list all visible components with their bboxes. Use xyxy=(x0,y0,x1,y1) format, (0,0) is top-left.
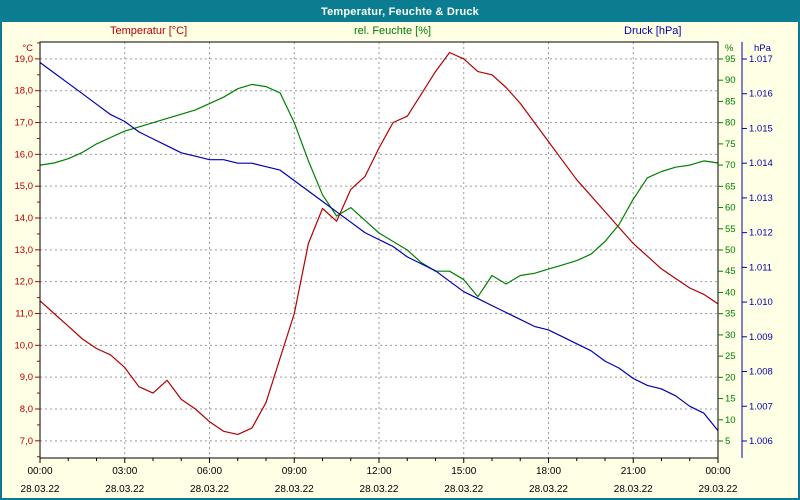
svg-text:12,0: 12,0 xyxy=(15,277,34,288)
svg-text:28.03.22: 28.03.22 xyxy=(614,484,653,495)
svg-text:11,0: 11,0 xyxy=(15,308,33,319)
svg-text:15,0: 15,0 xyxy=(15,181,34,192)
window-titlebar: Temperatur, Feuchte & Druck xyxy=(2,2,798,22)
svg-text:1.017: 1.017 xyxy=(749,54,773,65)
svg-text:18,0: 18,0 xyxy=(15,86,34,97)
svg-text:60: 60 xyxy=(725,203,736,214)
svg-text:28.03.22: 28.03.22 xyxy=(190,484,229,495)
svg-text:25: 25 xyxy=(725,351,736,362)
svg-text:29.03.22: 29.03.22 xyxy=(699,484,738,495)
window-title: Temperatur, Feuchte & Druck xyxy=(320,6,479,18)
svg-text:28.03.22: 28.03.22 xyxy=(275,484,314,495)
svg-text:12:00: 12:00 xyxy=(366,466,391,477)
svg-text:18:00: 18:00 xyxy=(536,466,561,477)
svg-text:80: 80 xyxy=(725,118,736,129)
svg-text:20: 20 xyxy=(725,372,736,383)
legend-humidity-label: rel. Feuchte [%] xyxy=(354,25,432,37)
svg-text:09:00: 09:00 xyxy=(282,466,307,477)
svg-text:28.03.22: 28.03.22 xyxy=(21,484,60,495)
svg-text:1.014: 1.014 xyxy=(749,158,773,169)
svg-text:17,0: 17,0 xyxy=(15,118,34,129)
svg-text:5: 5 xyxy=(725,436,730,447)
svg-text:55: 55 xyxy=(725,224,736,235)
svg-text:00:00: 00:00 xyxy=(705,466,730,477)
svg-text:1.011: 1.011 xyxy=(749,262,772,273)
svg-text:95: 95 xyxy=(725,54,736,65)
svg-text:00:00: 00:00 xyxy=(27,466,52,477)
svg-text:16,0: 16,0 xyxy=(15,149,34,160)
svg-text:50: 50 xyxy=(725,245,736,256)
svg-text:45: 45 xyxy=(725,266,736,277)
svg-text:90: 90 xyxy=(725,75,736,86)
svg-text:hPa: hPa xyxy=(754,43,772,54)
svg-text:15: 15 xyxy=(725,394,736,405)
svg-text:1.007: 1.007 xyxy=(749,401,773,412)
svg-text:1.006: 1.006 xyxy=(749,436,773,447)
svg-text:75: 75 xyxy=(725,139,736,150)
svg-text:1.013: 1.013 xyxy=(749,193,773,204)
svg-text:15:00: 15:00 xyxy=(451,466,476,477)
svg-text:03:00: 03:00 xyxy=(112,466,137,477)
svg-text:14,0: 14,0 xyxy=(15,213,34,224)
svg-text:06:00: 06:00 xyxy=(197,466,222,477)
legend-temperature-label: Temperatur [°C] xyxy=(110,25,188,37)
svg-text:21:00: 21:00 xyxy=(621,466,646,477)
chart-legend: Temperatur [°C] rel. Feuchte [%] Druck [… xyxy=(2,25,798,40)
chart-plot: 19,0 18,0 17,0 16,0 15,0 14,0 13,0 12,0 11,0 10,0… xyxy=(15,41,773,495)
svg-text:1.015: 1.015 xyxy=(749,123,773,134)
svg-text:19,0: 19,0 xyxy=(15,54,34,65)
svg-text:70: 70 xyxy=(725,160,736,171)
svg-text:1.008: 1.008 xyxy=(749,367,773,378)
svg-text:35: 35 xyxy=(725,309,736,320)
svg-text:9,0: 9,0 xyxy=(20,372,33,383)
svg-text:28.03.22: 28.03.22 xyxy=(529,484,568,495)
svg-text:°C: °C xyxy=(22,43,33,54)
svg-text:28.03.22: 28.03.22 xyxy=(105,484,144,495)
svg-text:1.012: 1.012 xyxy=(749,228,773,239)
svg-text:1.016: 1.016 xyxy=(749,89,773,100)
svg-text:10: 10 xyxy=(725,415,736,426)
svg-text:30: 30 xyxy=(725,330,736,341)
svg-text:13,0: 13,0 xyxy=(15,245,34,256)
svg-text:28.03.22: 28.03.22 xyxy=(360,484,399,495)
svg-text:8,0: 8,0 xyxy=(20,404,33,415)
legend-pressure-label: Druck [hPa] xyxy=(624,25,682,37)
svg-text:1.009: 1.009 xyxy=(749,332,773,343)
svg-text:1.010: 1.010 xyxy=(749,297,773,308)
svg-text:7,0: 7,0 xyxy=(20,436,33,447)
svg-text:65: 65 xyxy=(725,181,736,192)
svg-text:10,0: 10,0 xyxy=(15,340,34,351)
svg-text:28.03.22: 28.03.22 xyxy=(444,484,483,495)
svg-text:40: 40 xyxy=(725,287,736,298)
svg-text:%: % xyxy=(725,43,734,54)
svg-text:85: 85 xyxy=(725,96,736,107)
